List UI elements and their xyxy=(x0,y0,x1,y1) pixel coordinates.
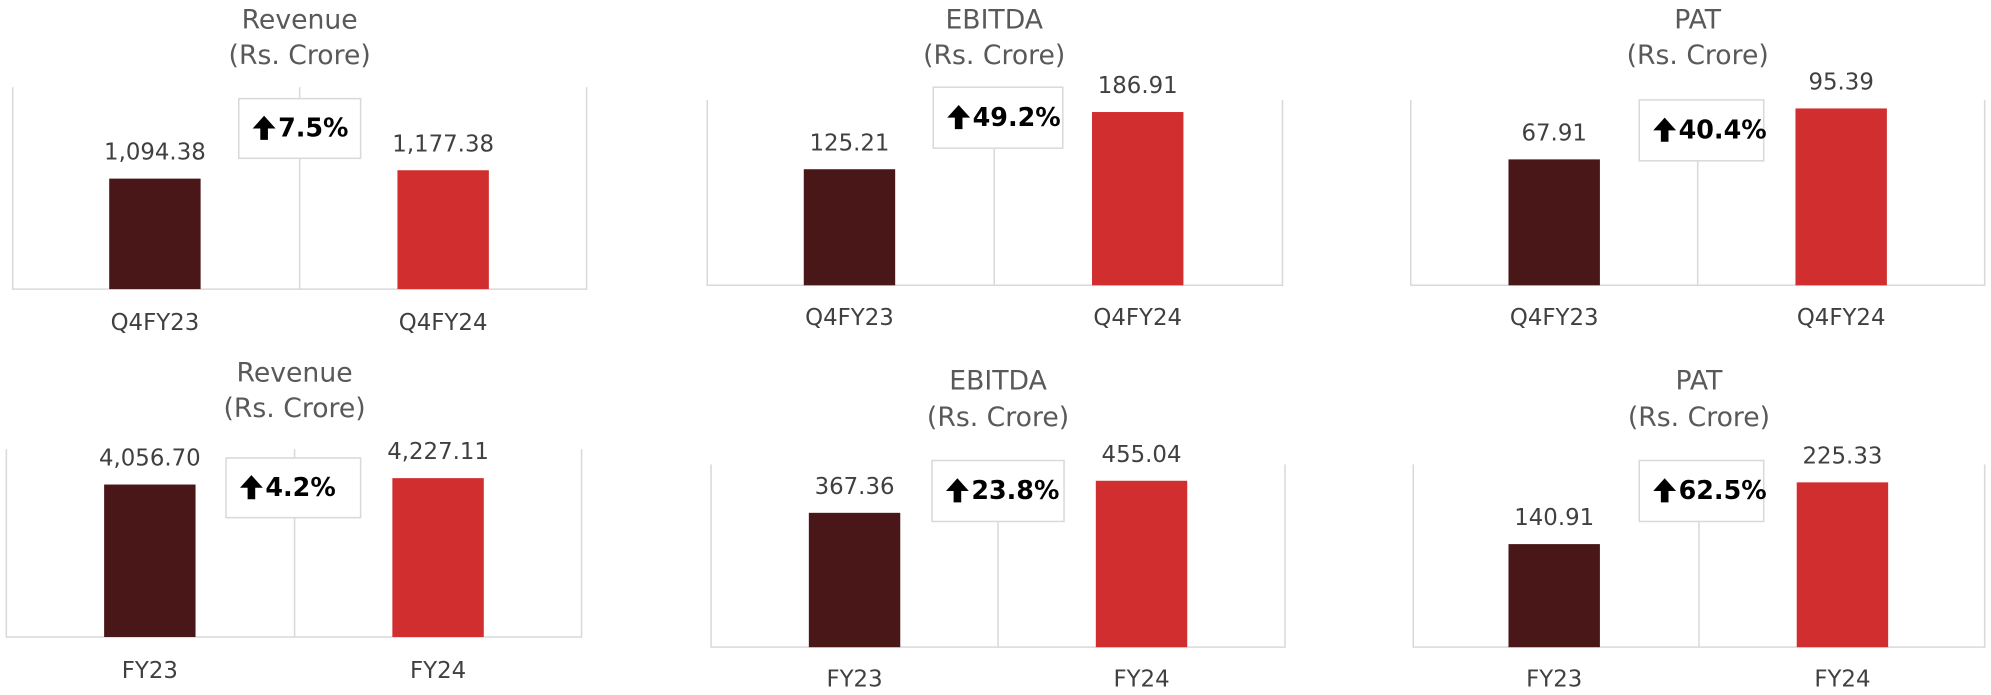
chart-title: Revenue xyxy=(237,358,353,389)
value-label: 125.21 xyxy=(810,130,890,156)
chart-panel: PAT (Rs. Crore) 67.91 Q4FY23 95.39 Q4FY24 40.4… xyxy=(1409,5,1986,331)
chart-subtitle: (Rs. Crore) xyxy=(1627,40,1769,71)
x-tick-label: FY24 xyxy=(1814,667,1870,693)
x-tick-label: Q4FY23 xyxy=(805,305,894,331)
bar xyxy=(1092,112,1184,286)
bar xyxy=(808,512,901,648)
value-label: 186.91 xyxy=(1098,73,1178,99)
bar xyxy=(397,170,489,290)
x-tick-label: Q4FY24 xyxy=(1093,305,1182,331)
bar xyxy=(1095,480,1188,648)
up-arrow-icon xyxy=(252,115,276,140)
bar xyxy=(1508,544,1600,648)
growth-box xyxy=(1638,459,1765,523)
bar xyxy=(392,478,484,638)
chart-title: PAT xyxy=(1676,365,1724,396)
bar xyxy=(109,178,201,290)
chart-subtitle: (Rs. Crore) xyxy=(229,40,371,71)
growth-annotation: 7.5% xyxy=(278,113,348,143)
growth-annotation: 23.8% xyxy=(971,475,1059,505)
chart-panel: PAT (Rs. Crore) 140.91 FY23 225.33 FY24 62.5% xyxy=(1412,365,1986,693)
value-label: 1,177.38 xyxy=(392,131,494,157)
up-arrow-icon xyxy=(947,104,971,130)
value-label: 367.36 xyxy=(815,474,895,500)
chart-panel: EBITDA (Rs. Crore) 125.21 Q4FY23 186.91 Q4FY2… xyxy=(706,5,1284,331)
x-tick-label: FY24 xyxy=(410,658,466,684)
up-arrow-icon xyxy=(945,478,969,503)
x-tick-label: FY23 xyxy=(826,667,882,693)
growth-annotation: 62.5% xyxy=(1679,475,1767,505)
up-arrow-icon xyxy=(1653,478,1677,503)
plot-frame xyxy=(11,87,588,290)
chart-title: Revenue xyxy=(242,5,358,36)
value-label: 4,056.70 xyxy=(99,446,201,472)
growth-annotation: 40.4% xyxy=(1679,115,1767,145)
bar xyxy=(803,169,896,286)
x-tick-label: FY23 xyxy=(1526,667,1582,693)
x-tick-label: Q4FY24 xyxy=(399,310,488,336)
chart-subtitle: (Rs. Crore) xyxy=(1628,402,1770,433)
chart-title: PAT xyxy=(1674,5,1722,36)
value-label: 95.39 xyxy=(1808,70,1873,96)
chart-title: EBITDA xyxy=(945,5,1043,36)
chart-panel: Revenue (Rs. Crore) 4,056.70 FY23 4,227.11 FY… xyxy=(5,358,583,684)
chart-panel: EBITDA (Rs. Crore) 367.36 FY23 455.04 FY24 23.… xyxy=(710,365,1286,693)
growth-annotation: 4.2% xyxy=(265,472,335,502)
x-tick-label: Q4FY23 xyxy=(1510,305,1599,331)
value-label: 4,227.11 xyxy=(387,439,489,465)
value-label: 225.33 xyxy=(1802,443,1882,469)
chart-title: EBITDA xyxy=(949,365,1047,396)
x-tick-label: FY24 xyxy=(1113,667,1169,693)
chart-subtitle: (Rs. Crore) xyxy=(923,40,1065,71)
bar xyxy=(1508,159,1600,286)
value-label: 67.91 xyxy=(1521,120,1586,146)
bar xyxy=(104,484,196,638)
value-label: 1,094.38 xyxy=(104,140,206,166)
bar xyxy=(1796,482,1889,648)
chart-subtitle: (Rs. Crore) xyxy=(223,393,365,424)
up-arrow-icon xyxy=(1653,117,1677,142)
growth-annotation: 49.2% xyxy=(973,102,1061,132)
bar xyxy=(1795,108,1887,286)
value-label: 140.91 xyxy=(1514,505,1594,531)
chart-subtitle: (Rs. Crore) xyxy=(927,402,1069,433)
x-tick-label: Q4FY23 xyxy=(111,310,200,336)
value-label: 455.04 xyxy=(1102,442,1182,468)
x-tick-label: Q4FY24 xyxy=(1797,305,1886,331)
x-tick-label: FY23 xyxy=(122,658,178,684)
chart-panel: Revenue (Rs. Crore) 1,094.38 Q4FY23 1,177.38… xyxy=(11,5,588,336)
up-arrow-icon xyxy=(239,475,263,500)
